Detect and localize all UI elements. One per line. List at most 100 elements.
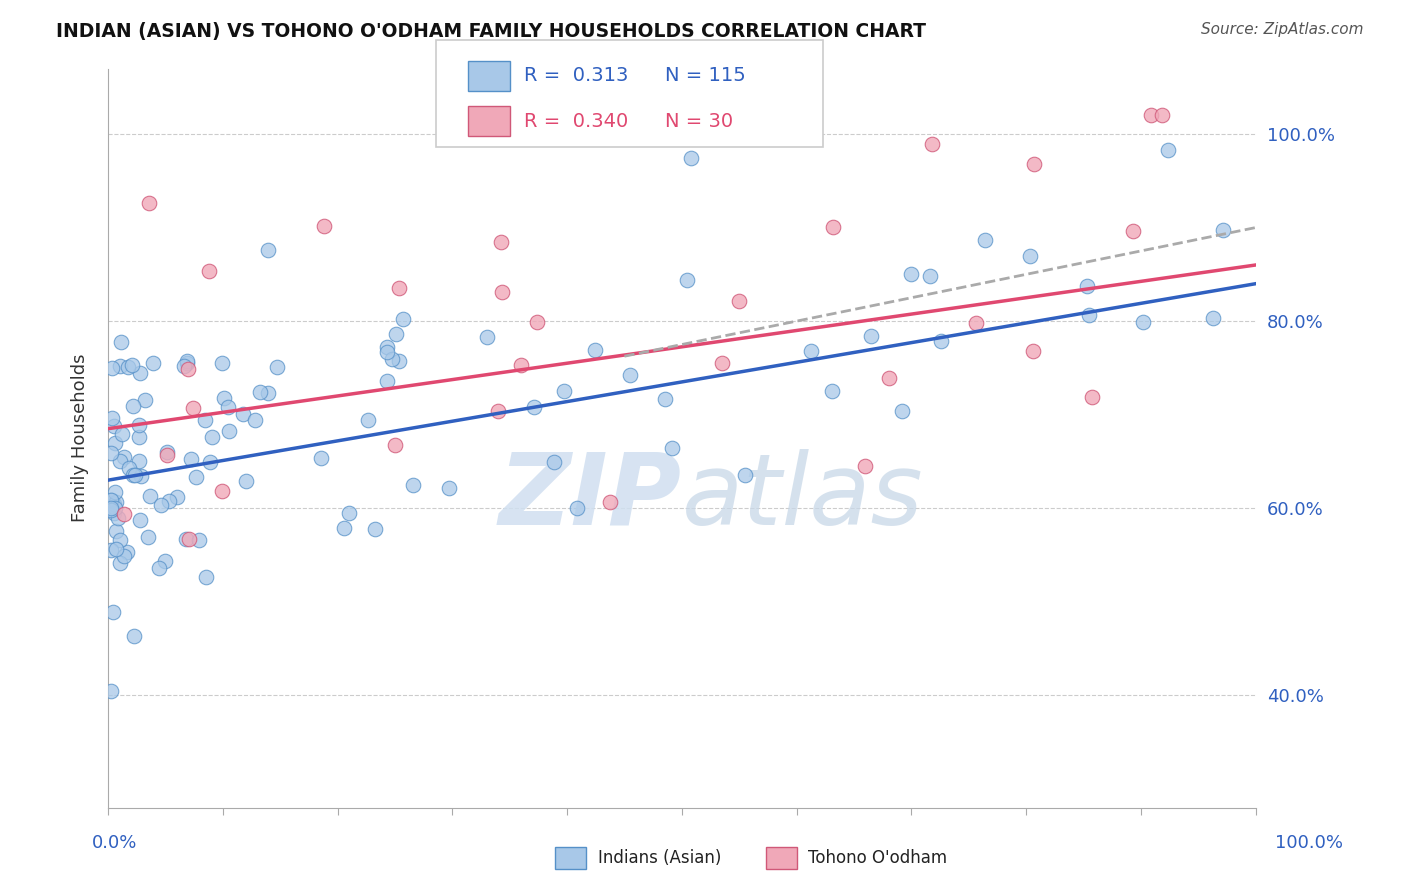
Point bbox=[173, 359, 195, 373]
Point bbox=[491, 285, 513, 299]
Point bbox=[859, 329, 882, 343]
Point bbox=[101, 605, 124, 619]
Text: Indians (Asian): Indians (Asian) bbox=[598, 849, 721, 867]
Point bbox=[583, 343, 606, 357]
Point bbox=[181, 401, 204, 415]
Point bbox=[100, 411, 122, 425]
Point bbox=[553, 384, 575, 398]
Point bbox=[211, 483, 233, 498]
Point bbox=[1139, 108, 1161, 122]
Point bbox=[187, 533, 209, 547]
Point bbox=[890, 404, 912, 418]
Point bbox=[1202, 310, 1225, 325]
Point bbox=[510, 358, 533, 372]
Point bbox=[110, 335, 132, 350]
Point bbox=[900, 268, 922, 282]
Point bbox=[212, 392, 235, 406]
Point bbox=[104, 500, 127, 515]
Point bbox=[243, 413, 266, 427]
Point bbox=[156, 444, 179, 458]
Point bbox=[974, 233, 997, 247]
Point bbox=[266, 359, 288, 374]
Point bbox=[108, 557, 131, 571]
Point bbox=[100, 503, 122, 517]
Point bbox=[388, 353, 411, 368]
Point bbox=[523, 400, 546, 414]
Point bbox=[100, 683, 122, 698]
Point bbox=[249, 384, 271, 399]
Text: 100.0%: 100.0% bbox=[1275, 834, 1343, 852]
Point bbox=[567, 500, 589, 515]
Point bbox=[921, 136, 943, 151]
Point bbox=[128, 418, 150, 433]
Point bbox=[110, 533, 132, 547]
Point bbox=[122, 629, 145, 643]
Point bbox=[200, 455, 222, 469]
Text: INDIAN (ASIAN) VS TOHONO O'ODHAM FAMILY HOUSEHOLDS CORRELATION CHART: INDIAN (ASIAN) VS TOHONO O'ODHAM FAMILY … bbox=[56, 22, 927, 41]
Point bbox=[1156, 143, 1178, 157]
Point bbox=[103, 497, 125, 511]
Text: Tohono O'odham: Tohono O'odham bbox=[808, 849, 948, 867]
Point bbox=[100, 542, 122, 557]
Point bbox=[148, 561, 170, 575]
Point bbox=[129, 513, 152, 527]
Point bbox=[166, 490, 188, 504]
Point bbox=[486, 404, 509, 418]
Point bbox=[235, 474, 257, 488]
Point bbox=[232, 407, 254, 421]
Point bbox=[1024, 157, 1046, 171]
Point bbox=[375, 340, 398, 354]
Point bbox=[184, 470, 207, 484]
Point bbox=[821, 384, 844, 398]
Point bbox=[100, 493, 122, 508]
Point bbox=[112, 508, 135, 522]
Point bbox=[1022, 343, 1045, 358]
Point bbox=[104, 542, 127, 557]
Point bbox=[149, 498, 172, 512]
Point bbox=[153, 554, 176, 568]
Point bbox=[138, 196, 160, 211]
Point bbox=[211, 356, 233, 370]
Point bbox=[1019, 249, 1042, 263]
Point bbox=[1132, 315, 1154, 329]
Point bbox=[965, 316, 987, 330]
Point bbox=[103, 506, 125, 520]
Point bbox=[122, 399, 145, 413]
Point bbox=[112, 450, 135, 464]
Point bbox=[105, 494, 128, 508]
Point bbox=[159, 493, 181, 508]
Point bbox=[384, 438, 406, 452]
Point bbox=[124, 467, 146, 482]
Point bbox=[1150, 108, 1173, 122]
Point bbox=[197, 264, 219, 278]
Point bbox=[333, 521, 356, 535]
Point bbox=[654, 392, 676, 407]
Point bbox=[121, 358, 143, 372]
Point bbox=[1076, 279, 1098, 293]
Point bbox=[193, 413, 215, 427]
Point bbox=[139, 489, 162, 503]
Point bbox=[363, 522, 385, 536]
Point bbox=[734, 467, 756, 482]
Point bbox=[918, 269, 941, 284]
Point bbox=[800, 343, 823, 358]
Text: ZIP: ZIP bbox=[499, 449, 682, 546]
Point bbox=[256, 243, 278, 257]
Point bbox=[194, 570, 217, 584]
Point bbox=[118, 461, 141, 475]
Point bbox=[104, 436, 127, 450]
Point bbox=[1081, 390, 1104, 404]
Point bbox=[728, 293, 751, 308]
Point bbox=[675, 273, 697, 287]
Text: R =  0.340: R = 0.340 bbox=[524, 112, 628, 130]
Point bbox=[929, 334, 952, 348]
Point bbox=[879, 371, 901, 385]
Text: 0.0%: 0.0% bbox=[91, 834, 136, 852]
Point bbox=[711, 356, 734, 370]
Point bbox=[217, 400, 239, 414]
Point bbox=[312, 219, 335, 233]
Point bbox=[475, 330, 498, 344]
Point bbox=[402, 478, 425, 492]
Point bbox=[117, 359, 139, 374]
Point bbox=[129, 468, 152, 483]
